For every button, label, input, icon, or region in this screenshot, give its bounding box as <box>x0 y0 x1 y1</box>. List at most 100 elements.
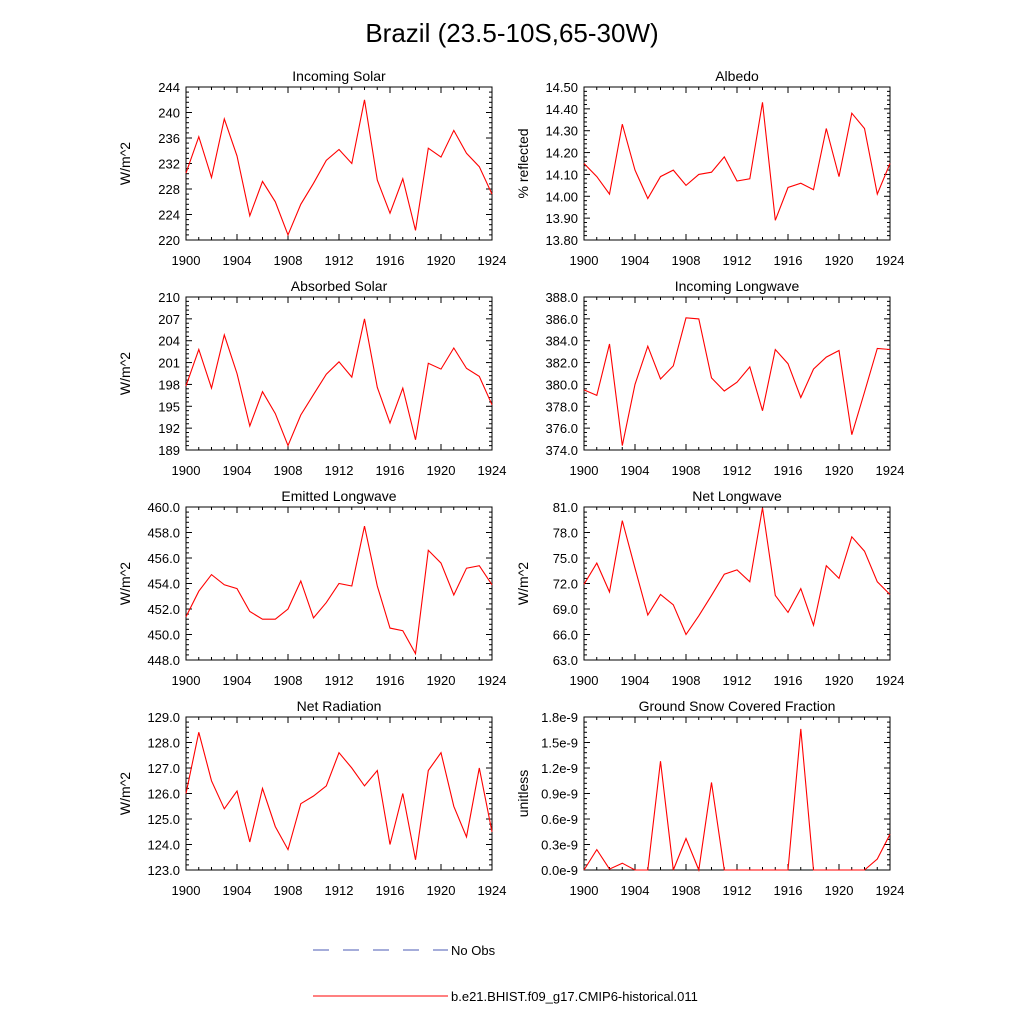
x-tick-label: 1916 <box>376 253 405 268</box>
x-tick-label: 1924 <box>876 883 905 898</box>
y-tick-label: 69.0 <box>553 602 578 617</box>
x-tick-label: 1912 <box>723 463 752 478</box>
y-tick-label: 388.0 <box>545 290 578 305</box>
x-tick-label: 1908 <box>672 253 701 268</box>
panel-title: Ground Snow Covered Fraction <box>639 698 836 714</box>
y-tick-label: 210 <box>158 290 180 305</box>
y-tick-label: 1.8e-9 <box>541 710 578 725</box>
x-tick-label: 1900 <box>172 883 201 898</box>
y-tick-label: 124.0 <box>147 838 180 853</box>
y-tick-label: 13.80 <box>545 233 578 248</box>
x-tick-label: 1904 <box>621 673 650 688</box>
y-tick-label: 204 <box>158 334 180 349</box>
legend-model-label: b.e21.BHIST.f09_g17.CMIP6-historical.011 <box>451 989 698 1004</box>
x-tick-label: 1912 <box>325 883 354 898</box>
y-tick-label: 374.0 <box>545 443 578 458</box>
y-tick-label: 232 <box>158 157 180 172</box>
x-tick-label: 1916 <box>376 673 405 688</box>
x-tick-label: 1920 <box>427 253 456 268</box>
x-tick-label: 1912 <box>325 253 354 268</box>
panel-title: Absorbed Solar <box>291 278 388 294</box>
y-tick-label: 123.0 <box>147 863 180 878</box>
panel-title: Net Radiation <box>297 698 382 714</box>
x-tick-label: 1924 <box>478 463 507 478</box>
y-tick-label: 380.0 <box>545 377 578 392</box>
panel-title: Incoming Longwave <box>675 278 800 294</box>
y-tick-label: 448.0 <box>147 653 180 668</box>
panel-emitted-longwave: Emitted Longwave W/m^2 1900 1904 1908 1912 191… <box>117 488 506 688</box>
y-tick-label: 63.0 <box>553 653 578 668</box>
x-tick-label: 1920 <box>825 673 854 688</box>
series-line-net-radiation <box>185 732 493 860</box>
x-tick-label: 1904 <box>223 883 252 898</box>
x-tick-label: 1900 <box>570 253 599 268</box>
panel-title: Incoming Solar <box>292 68 386 84</box>
y-tick-label: 228 <box>158 182 180 197</box>
y-tick-label: 1.5e-9 <box>541 736 578 751</box>
x-tick-label: 1920 <box>427 463 456 478</box>
x-tick-label: 1916 <box>376 463 405 478</box>
panel-absorbed-solar: Absorbed Solar W/m^2 1900 1904 1908 1912 1916 1… <box>117 278 506 478</box>
y-tick-label: 0.3e-9 <box>541 838 578 853</box>
series-line-ground-snow-covered-fraction <box>583 728 891 873</box>
series-line-albedo <box>583 102 891 221</box>
x-tick-label: 1916 <box>376 883 405 898</box>
plot-frame <box>185 86 493 241</box>
y-tick-label: 14.50 <box>545 80 578 95</box>
plot-frame <box>185 716 493 871</box>
legend-obs-label: No Obs <box>451 943 496 958</box>
panel-albedo: Albedo % reflected 1900 1904 1908 1912 1916 192… <box>515 68 904 268</box>
x-tick-label: 1908 <box>672 673 701 688</box>
y-tick-label: 0.9e-9 <box>541 787 578 802</box>
series-line-incoming-solar <box>185 99 493 237</box>
y-axis-label: % reflected <box>515 128 531 198</box>
y-tick-label: 14.40 <box>545 102 578 117</box>
y-tick-label: 195 <box>158 399 180 414</box>
x-tick-label: 1900 <box>570 463 599 478</box>
figure-title: Brazil (23.5-10S,65-30W) <box>365 18 658 48</box>
y-tick-label: 220 <box>158 233 180 248</box>
y-tick-label: 126.0 <box>147 787 180 802</box>
x-tick-label: 1908 <box>274 463 303 478</box>
x-tick-label: 1916 <box>774 463 803 478</box>
y-tick-label: 376.0 <box>545 421 578 436</box>
x-tick-label: 1908 <box>274 253 303 268</box>
y-axis-label: W/m^2 <box>515 562 531 605</box>
y-axis-label: W/m^2 <box>117 772 133 815</box>
y-tick-label: 14.30 <box>545 124 578 139</box>
x-tick-label: 1916 <box>774 883 803 898</box>
x-tick-label: 1900 <box>570 883 599 898</box>
y-tick-label: 128.0 <box>147 736 180 751</box>
y-tick-label: 129.0 <box>147 710 180 725</box>
x-tick-label: 1912 <box>325 673 354 688</box>
y-tick-label: 14.00 <box>545 189 578 204</box>
x-tick-label: 1904 <box>223 463 252 478</box>
y-tick-label: 458.0 <box>147 526 180 541</box>
plot-frame <box>185 296 493 451</box>
y-axis-label: unitless <box>515 770 531 817</box>
series-line-absorbed-solar <box>185 318 493 448</box>
y-tick-label: 66.0 <box>553 628 578 643</box>
plot-frame <box>583 86 891 241</box>
y-tick-label: 81.0 <box>553 500 578 515</box>
x-tick-label: 1912 <box>723 883 752 898</box>
x-tick-label: 1904 <box>223 673 252 688</box>
series-line-net-longwave <box>583 507 891 636</box>
panel-net-radiation: Net Radiation W/m^2 1900 1904 1908 1912 1916 19… <box>117 698 506 898</box>
x-tick-label: 1908 <box>274 673 303 688</box>
x-tick-label: 1900 <box>172 463 201 478</box>
y-tick-label: 192 <box>158 421 180 436</box>
y-tick-label: 452.0 <box>147 602 180 617</box>
x-tick-label: 1904 <box>223 253 252 268</box>
x-tick-label: 1920 <box>427 673 456 688</box>
x-tick-label: 1924 <box>876 673 905 688</box>
y-axis-label: W/m^2 <box>117 562 133 605</box>
x-tick-label: 1920 <box>825 883 854 898</box>
y-tick-label: 0.6e-9 <box>541 812 578 827</box>
panel-title: Emitted Longwave <box>281 488 396 504</box>
plot-frame <box>583 506 891 661</box>
y-tick-label: 224 <box>158 208 180 223</box>
y-tick-label: 244 <box>158 80 180 95</box>
y-tick-label: 378.0 <box>545 399 578 414</box>
